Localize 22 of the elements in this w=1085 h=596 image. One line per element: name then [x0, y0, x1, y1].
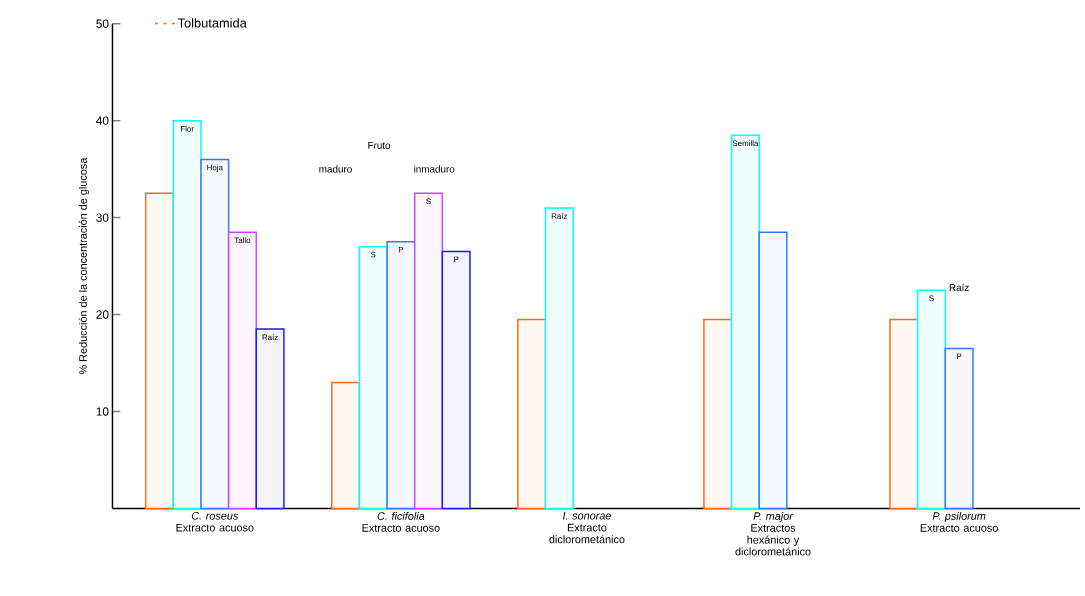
y-tick-label: 50	[96, 19, 109, 28]
bar	[144, 192, 175, 510]
bar	[331, 381, 361, 510]
bar	[703, 318, 733, 510]
annotation: Raíz	[949, 283, 969, 291]
bar	[889, 318, 919, 510]
legend-label: Tolbutamida	[177, 17, 247, 28]
annotation: maduro	[319, 165, 352, 173]
y-tick-label: 10	[96, 407, 109, 416]
x-tick-label: I. sonorae Extracto diclorometánico	[549, 511, 625, 544]
y-axis-title: % Reducción de la concentración de glucosa	[78, 157, 90, 374]
annotation: inmaduro	[414, 165, 455, 173]
x-tick-label: C. roseus Extracto acuoso	[176, 511, 254, 532]
x-tick-label: P. major Extractos hexánico y diclorometánico	[735, 511, 811, 556]
y-tick-label: 20	[96, 310, 109, 319]
x-tick-label: P. psilorum Extracto acuoso	[920, 511, 998, 532]
y-tick-label: 30	[96, 213, 109, 222]
bar	[544, 207, 574, 510]
x-tick-label: C. ficifolia Extracto acuoso	[362, 511, 440, 532]
bar	[517, 318, 547, 510]
annotation: Fruto	[368, 141, 391, 149]
y-tick-label: 40	[96, 116, 109, 125]
